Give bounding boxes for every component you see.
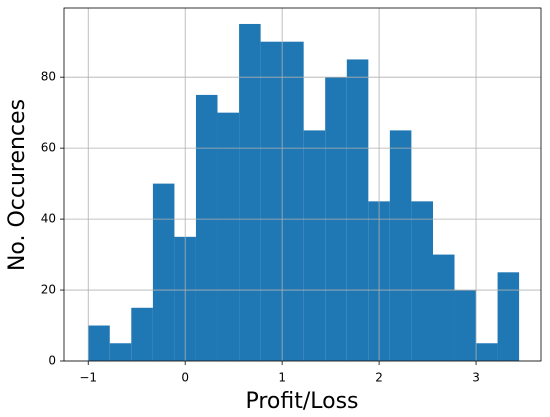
- bar: [195, 94, 218, 361]
- bar: [131, 307, 153, 361]
- y-tick-label: 20: [41, 283, 56, 297]
- bar: [346, 59, 369, 362]
- plot-frame: [63, 7, 542, 362]
- y-axis-label: No. Occurences: [5, 99, 30, 271]
- bar: [88, 325, 110, 361]
- y-tick-label: 60: [41, 141, 56, 155]
- x-axis-label: Profit/Loss: [245, 389, 358, 414]
- x-tick-label: 1: [278, 371, 286, 385]
- x-tick-label: 2: [375, 371, 383, 385]
- x-tick-label: 0: [181, 371, 189, 385]
- y-tick-label: 40: [41, 212, 56, 226]
- bar: [303, 130, 326, 361]
- y-tick-label: 80: [41, 70, 56, 84]
- bar: [476, 343, 498, 361]
- y-tick-label: 0: [48, 354, 56, 368]
- bar: [109, 343, 132, 361]
- bar: [260, 41, 283, 361]
- x-tick-label: −1: [79, 371, 97, 385]
- bar: [282, 41, 304, 361]
- bar: [411, 201, 433, 361]
- bar: [152, 183, 175, 361]
- bar: [217, 112, 240, 361]
- bar: [389, 130, 412, 361]
- bar: [432, 254, 455, 361]
- bar: [497, 272, 520, 361]
- bar: [239, 23, 261, 362]
- x-tick-label: 3: [472, 371, 480, 385]
- bar: [454, 290, 477, 361]
